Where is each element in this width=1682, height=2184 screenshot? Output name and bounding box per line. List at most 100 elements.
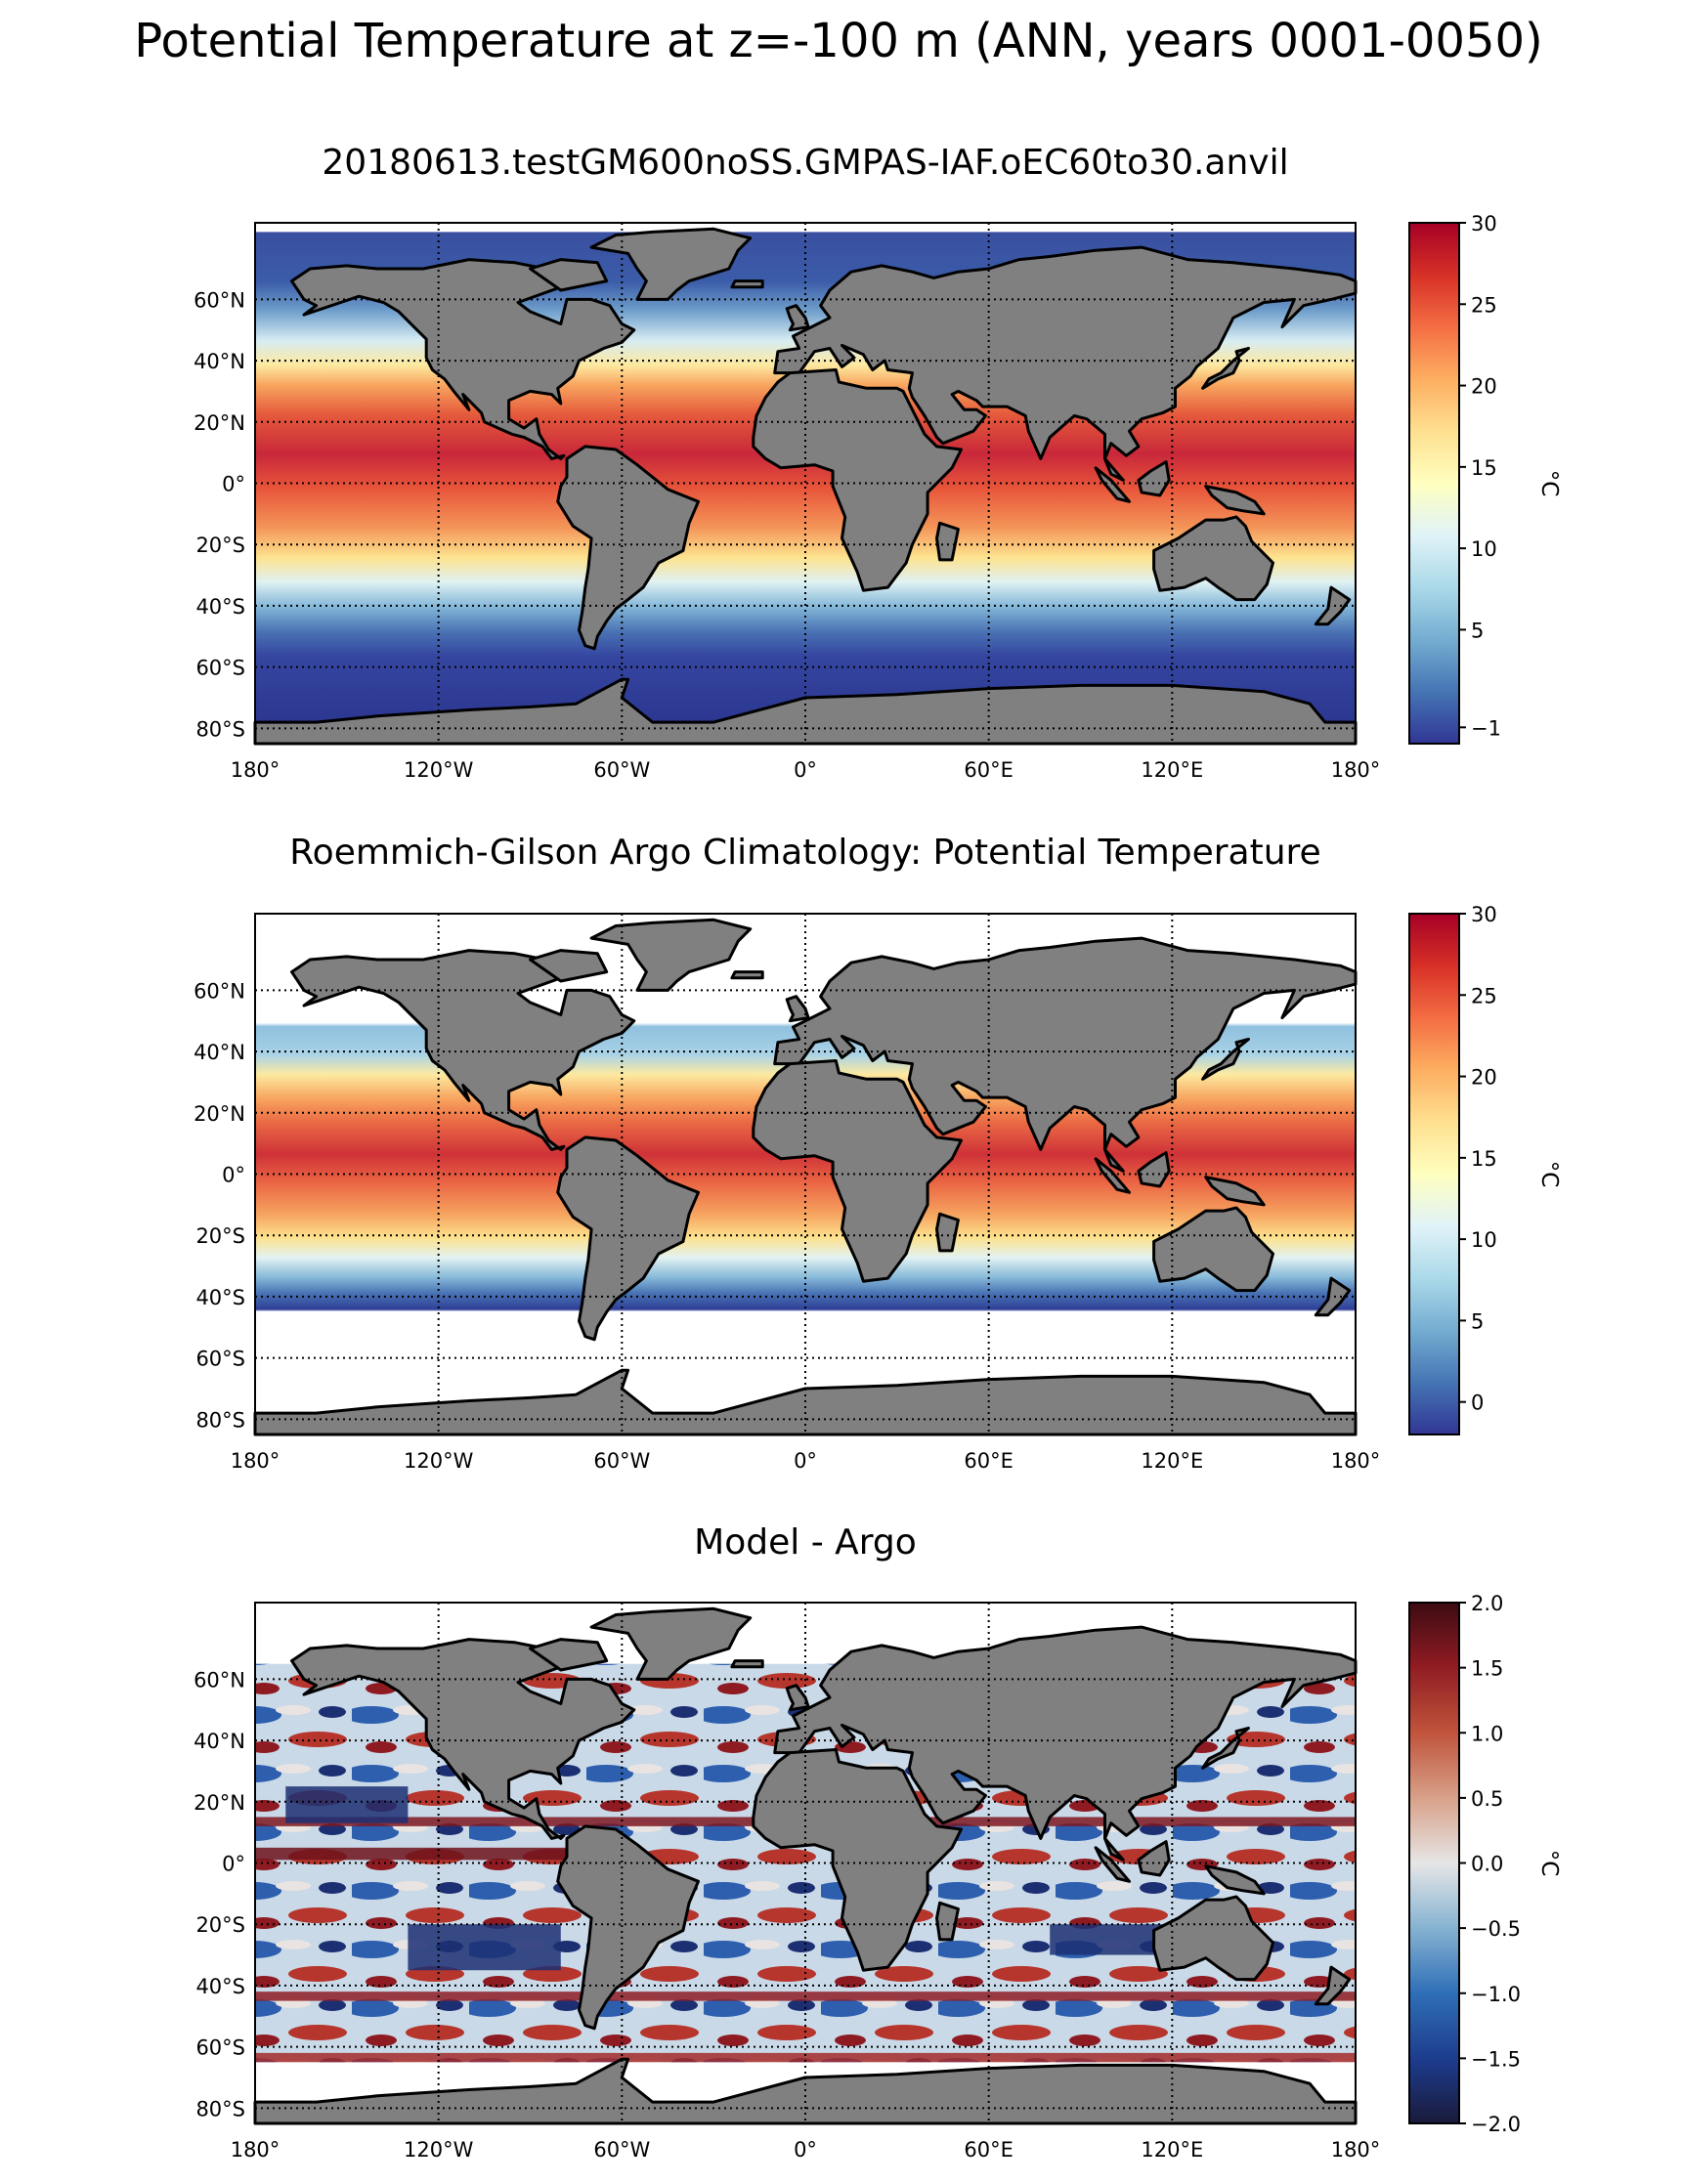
y-tick-label: 20°S xyxy=(195,1913,245,1937)
colorbar-tick-label: 0 xyxy=(1471,1392,1484,1415)
land-sumatra xyxy=(1094,466,1131,503)
colorbar-tick-label: 30 xyxy=(1471,212,1497,236)
x-tick-label: 60°E xyxy=(964,758,1014,782)
y-tick-label: 20°N xyxy=(194,411,245,435)
x-tick-label: 120°E xyxy=(1141,2138,1203,2162)
x-tick-label: 120°W xyxy=(404,1449,474,1473)
land-borneo xyxy=(1137,1151,1171,1188)
x-tick-label: 0° xyxy=(794,1449,817,1473)
figure-suptitle: Potential Temperature at z=-100 m (ANN, … xyxy=(134,14,1543,68)
bias-band xyxy=(285,1786,409,1823)
colorbar-tick-label: 5 xyxy=(1471,619,1484,642)
y-tick-label: 0° xyxy=(222,1164,245,1187)
x-tick-label: 180° xyxy=(231,1449,280,1473)
panel-title: Model - Argo xyxy=(694,1522,917,1563)
land-sumatra xyxy=(1094,1846,1131,1883)
x-tick-label: 180° xyxy=(1331,758,1381,782)
colorbar xyxy=(1408,222,1460,745)
y-tick-label: 0° xyxy=(222,473,245,496)
y-tick-label: 20°N xyxy=(194,1102,245,1126)
y-tick-label: 80°S xyxy=(195,1408,245,1432)
x-tick-label: 120°E xyxy=(1141,1449,1203,1473)
land-uk xyxy=(785,995,810,1023)
land-eurasia xyxy=(773,1625,1358,1862)
land-borneo xyxy=(1137,1840,1171,1877)
colorbar-tick-label: 25 xyxy=(1471,984,1497,1007)
land-iceland xyxy=(730,970,764,980)
bias-band xyxy=(255,2052,1356,2063)
axes-frame xyxy=(254,1602,1357,2124)
land-eurasia xyxy=(773,245,1358,482)
colorbar xyxy=(1408,913,1460,1435)
colorbar-units-label: °C xyxy=(1536,470,1562,497)
land-iceland xyxy=(730,1659,764,1669)
land-japan xyxy=(1201,1727,1250,1770)
colorbar-tick-label: 5 xyxy=(1471,1309,1484,1333)
colorbar-tick-label: 0.5 xyxy=(1471,1787,1503,1811)
bias-band xyxy=(255,1847,623,1861)
land-newZealand xyxy=(1314,585,1352,626)
y-tick-label: 60°S xyxy=(195,657,245,680)
y-tick-label: 60°S xyxy=(195,1348,245,1371)
y-tick-label: 80°S xyxy=(195,717,245,741)
land-uk xyxy=(785,1684,810,1712)
land-australia xyxy=(1152,515,1274,602)
y-tick-label: 40°S xyxy=(195,1286,245,1309)
land-africa xyxy=(752,1059,963,1283)
colorbar-tick-label: 15 xyxy=(1471,456,1497,480)
axes-frame xyxy=(254,222,1357,745)
land-australia xyxy=(1152,1895,1274,1982)
land-greenland xyxy=(589,918,753,992)
land-madagascar xyxy=(935,1901,960,1942)
colorbar-tick-label: 1.0 xyxy=(1471,1722,1503,1745)
land-baffin xyxy=(529,258,609,292)
colorbar-tick-label: 15 xyxy=(1471,1147,1497,1171)
land-greenland xyxy=(589,227,753,301)
land-madagascar xyxy=(935,1212,960,1253)
x-tick-label: 0° xyxy=(794,758,817,782)
x-tick-label: 60°W xyxy=(593,1449,650,1473)
y-tick-label: 60°N xyxy=(194,288,245,312)
colorbar-tick-label: 1.5 xyxy=(1471,1657,1503,1681)
bias-band xyxy=(408,1924,561,1971)
colorbar-tick-label: −1.5 xyxy=(1471,2047,1521,2071)
panel-title: Roemmich-Gilson Argo Climatology: Potent… xyxy=(289,833,1320,873)
y-tick-label: 40°S xyxy=(195,1975,245,1998)
land-newZealand xyxy=(1314,1965,1352,2006)
colorbar-tick-label: 0.0 xyxy=(1471,1853,1503,1876)
land-iceland xyxy=(730,279,764,289)
land-borneo xyxy=(1137,460,1171,497)
land-northAmerica xyxy=(290,258,636,460)
y-tick-label: 0° xyxy=(222,1853,245,1876)
y-tick-label: 60°N xyxy=(194,1668,245,1692)
land-newGuinea xyxy=(1204,485,1266,516)
land-uk xyxy=(785,304,810,332)
land-greenland xyxy=(589,1606,753,1681)
x-tick-label: 120°W xyxy=(404,758,474,782)
x-tick-label: 180° xyxy=(1331,1449,1381,1473)
colorbar xyxy=(1408,1602,1460,2124)
x-tick-label: 180° xyxy=(231,758,280,782)
y-tick-label: 20°S xyxy=(195,534,245,557)
x-tick-label: 120°W xyxy=(404,2138,474,2162)
land-southAmerica xyxy=(556,1135,700,1342)
y-tick-label: 20°S xyxy=(195,1224,245,1248)
axes-frame xyxy=(254,913,1357,1435)
land-japan xyxy=(1201,347,1250,390)
land-antarctica xyxy=(253,2057,1358,2125)
x-tick-label: 60°W xyxy=(593,2138,650,2162)
land-eurasia xyxy=(773,936,1358,1173)
colorbar-tick-label: 10 xyxy=(1471,537,1497,561)
colorbar-units-label: °C xyxy=(1536,1850,1562,1877)
colorbar-tick-label: −1.0 xyxy=(1471,1983,1521,2006)
colorbar-tick-label: 20 xyxy=(1471,375,1497,399)
x-tick-label: 60°E xyxy=(964,2138,1014,2162)
land-southAmerica xyxy=(556,1824,700,2031)
land-africa xyxy=(752,368,963,592)
land-northAmerica xyxy=(290,1638,636,1840)
x-tick-label: 0° xyxy=(794,2138,817,2162)
y-tick-label: 40°N xyxy=(194,1041,245,1064)
y-tick-label: 60°S xyxy=(195,2036,245,2060)
land-antarctica xyxy=(253,1368,1358,1436)
